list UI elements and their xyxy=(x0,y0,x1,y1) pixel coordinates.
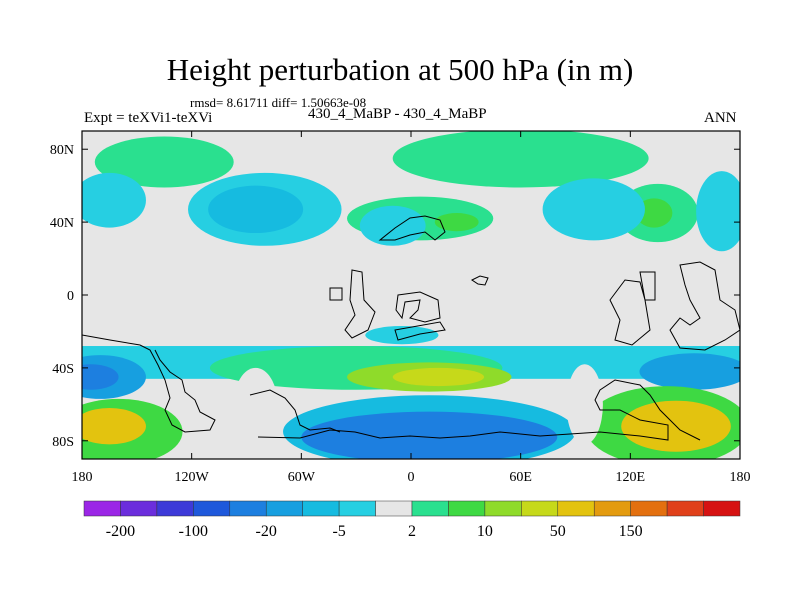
colorbar-swatch xyxy=(484,500,522,517)
colorbar-label: 50 xyxy=(550,523,566,540)
antarctica-coast xyxy=(257,379,701,441)
rmsd-diff-stats: rmsd= 8.61711 diff= 1.50663e-08 xyxy=(190,95,367,110)
region-nh-neg-5 xyxy=(542,178,645,241)
x-tick-label: 120E xyxy=(616,470,646,485)
region-sh-white-gap-2 xyxy=(566,364,603,445)
colorbar-label: -200 xyxy=(106,523,135,540)
colorbar-swatch xyxy=(521,500,559,517)
region-nh-pos-6 xyxy=(635,198,673,228)
contour-field xyxy=(82,131,740,459)
x-axis: 180 120W 60W 0 60E 120E 180 xyxy=(72,131,751,485)
region-nh-neg-3 xyxy=(82,172,146,228)
colorbar-label: 2 xyxy=(408,523,416,540)
experiment-label: Expt = teXVi1-teXVi xyxy=(84,110,213,126)
colorbar-swatch xyxy=(375,500,413,517)
x-tick-label: 60W xyxy=(288,470,316,485)
north-america-coast xyxy=(378,215,446,241)
y-tick-label: 80S xyxy=(52,435,74,450)
x-tick-label: 120W xyxy=(175,470,210,485)
region-sh-neg-east xyxy=(639,353,740,390)
colorbar-swatch xyxy=(666,500,704,517)
y-tick-label: 0 xyxy=(67,289,74,304)
colorbar-swatch xyxy=(229,500,267,517)
region-sh-neg-south-core xyxy=(301,411,558,459)
colorbar-label: -5 xyxy=(332,523,345,540)
region-nh-pos-4 xyxy=(434,213,479,232)
chart-title: Height perturbation at 500 hPa (in m) xyxy=(166,52,634,87)
region-nh-neg-7 xyxy=(365,325,439,345)
colorbar-swatch xyxy=(630,500,668,517)
africa-coast xyxy=(394,291,446,341)
x-tick-label: 60E xyxy=(509,470,532,485)
southern-ocean-coast xyxy=(82,334,216,433)
colorbar-swatch xyxy=(411,500,449,517)
region-sh-white-gap xyxy=(233,367,278,441)
x-tick-label: 180 xyxy=(730,470,751,485)
region-nh-pos-2 xyxy=(392,131,649,188)
y-tick-label: 40S xyxy=(52,362,74,377)
colorbar-swatch xyxy=(557,500,595,517)
region-sh-neg-west-core xyxy=(82,364,119,390)
colorbar-label: 10 xyxy=(477,523,493,540)
region-nh-pos-1 xyxy=(94,136,234,188)
y-axis: 80N 40N 0 40S 80S xyxy=(50,143,740,450)
colorbar-label: -20 xyxy=(256,523,277,540)
indian-ocean-islands xyxy=(471,275,489,286)
region-nh-neg-6 xyxy=(696,171,740,252)
case-label: 430_4_MaBP - 430_4_MaBP xyxy=(308,106,487,122)
southern-ocean-coast-2 xyxy=(249,389,341,433)
colorbar-swatch xyxy=(120,500,158,517)
colorbar-swatch xyxy=(156,500,194,517)
colorbar-swatch xyxy=(83,500,121,517)
colorbar-swatch xyxy=(338,500,376,517)
x-tick-label: 180 xyxy=(72,470,93,485)
colorbar-swatch xyxy=(193,500,231,517)
y-tick-label: 40N xyxy=(50,216,74,231)
region-sh-pos-south-west-core xyxy=(82,407,146,445)
region-sh-pos-core xyxy=(392,367,485,387)
colorbar-swatch xyxy=(265,500,303,517)
south-pacific-coast xyxy=(669,261,740,351)
y-tick-label: 80N xyxy=(50,143,74,158)
colorbar: -200 -100 -20 -5 2 10 50 150 xyxy=(83,500,741,540)
colorbar-label: 150 xyxy=(619,523,643,540)
colorbar-swatch xyxy=(302,500,340,517)
region-nh-neg-2 xyxy=(208,185,304,234)
colorbar-swatch xyxy=(703,500,741,517)
colorbar-swatch xyxy=(593,500,631,517)
australia-coast xyxy=(609,271,656,346)
south-america-coast xyxy=(329,269,376,339)
x-tick-label: 0 xyxy=(408,470,415,485)
season-label: ANN xyxy=(704,110,737,126)
colorbar-label: -100 xyxy=(179,523,208,540)
colorbar-swatch xyxy=(448,500,486,517)
coastline-outline xyxy=(82,215,740,441)
